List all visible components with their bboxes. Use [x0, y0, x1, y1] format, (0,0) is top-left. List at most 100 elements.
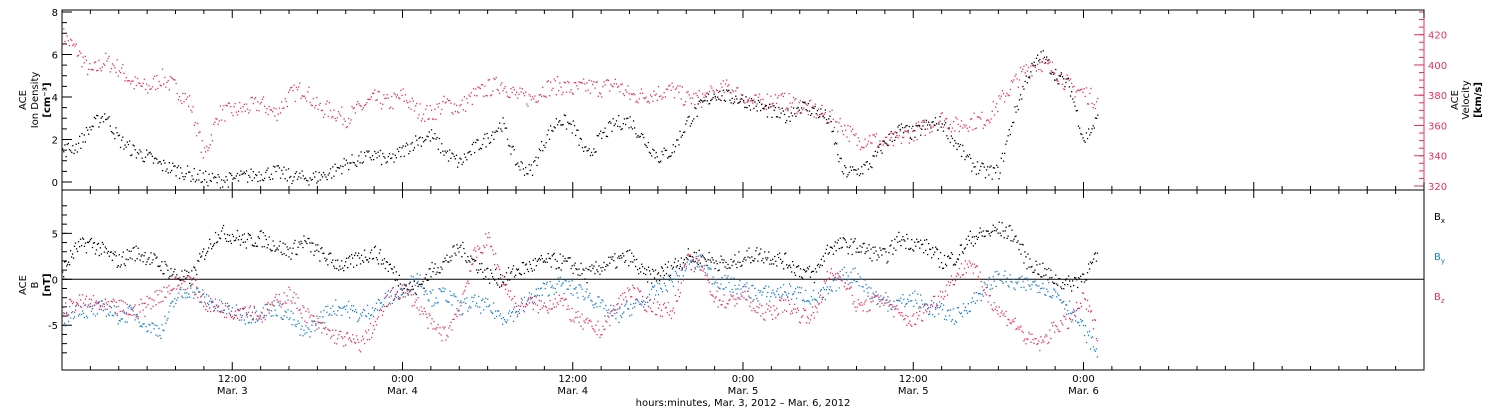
data-point-bx	[145, 264, 146, 265]
data-point-bx	[493, 278, 494, 279]
data-point-bx	[538, 259, 539, 260]
data-point-by	[392, 303, 393, 304]
data-point-ion-density	[267, 168, 268, 169]
data-point-bx	[928, 243, 929, 244]
data-point-by	[941, 303, 942, 304]
data-point-by	[967, 313, 968, 314]
data-point-bz	[668, 302, 669, 303]
data-point-velocity	[1031, 75, 1032, 76]
data-point-bx	[462, 242, 463, 243]
data-point-bx	[1066, 278, 1067, 279]
data-point-ion-density	[437, 137, 438, 138]
data-point-bz	[658, 308, 659, 309]
data-point-bz	[766, 303, 767, 304]
data-point-bz	[394, 299, 395, 300]
data-point-bz	[295, 294, 296, 295]
data-point-bz	[304, 321, 305, 322]
data-point-bx	[1027, 253, 1028, 254]
data-point-bx	[385, 268, 386, 269]
data-point-bz	[789, 304, 790, 305]
data-point-bz	[467, 281, 468, 282]
data-point-velocity	[542, 87, 543, 88]
data-point-velocity	[676, 87, 677, 88]
data-point-ion-density	[782, 108, 783, 109]
data-point-bz	[126, 314, 127, 315]
data-point-bx	[716, 260, 717, 261]
data-point-ion-density	[678, 144, 679, 145]
data-point-bz	[632, 285, 633, 286]
data-point-bz	[468, 283, 469, 284]
data-point-bz	[664, 303, 665, 304]
data-point-bx	[995, 227, 996, 228]
data-point-velocity	[300, 98, 301, 99]
data-point-by	[103, 310, 104, 311]
data-point-bz	[479, 247, 480, 248]
data-point-bz	[641, 304, 642, 305]
data-point-ion-density	[555, 127, 556, 128]
data-point-bz	[570, 319, 571, 320]
data-point-by	[286, 312, 287, 313]
data-point-ion-density	[348, 169, 349, 170]
data-point-bz	[322, 322, 323, 323]
data-point-bx	[598, 265, 599, 266]
data-point-by	[429, 300, 430, 301]
data-point-velocity	[189, 95, 190, 96]
data-point-by	[943, 305, 944, 306]
data-point-bx	[1016, 242, 1017, 243]
data-point-bx	[930, 249, 931, 250]
data-point-bz	[163, 287, 164, 288]
data-point-velocity	[414, 110, 415, 111]
data-point-ion-density	[673, 144, 674, 145]
data-point-bz	[352, 334, 353, 335]
data-point-by	[995, 271, 996, 272]
data-point-velocity	[531, 99, 532, 100]
data-point-by	[546, 284, 547, 285]
data-point-velocity	[138, 82, 139, 83]
data-point-bz	[493, 254, 494, 255]
data-point-bz	[94, 304, 95, 305]
data-point-by	[893, 301, 894, 302]
data-point-ion-density	[398, 151, 399, 152]
data-point-bx	[309, 242, 310, 243]
data-point-bz	[419, 309, 420, 310]
data-point-ion-density	[1060, 76, 1061, 77]
data-point-ion-density	[843, 173, 844, 174]
data-point-bx	[400, 283, 401, 284]
data-point-ion-density	[963, 151, 964, 152]
data-point-bx	[463, 248, 464, 249]
data-point-by	[968, 303, 969, 304]
data-point-ion-density	[339, 168, 340, 169]
data-point-by	[745, 286, 746, 287]
data-point-bx	[282, 254, 283, 255]
data-point-bx	[661, 266, 662, 267]
data-point-velocity	[801, 112, 802, 113]
data-point-velocity	[781, 94, 782, 95]
data-point-by	[1076, 310, 1077, 311]
data-point-bz	[566, 298, 567, 299]
data-point-bz	[735, 299, 736, 300]
data-point-bz	[205, 309, 206, 310]
data-point-bz	[146, 296, 147, 297]
data-point-bx	[782, 261, 783, 262]
data-point-by	[645, 302, 646, 303]
velocity-tick-label: 360	[1428, 121, 1447, 132]
data-point-velocity	[120, 72, 121, 73]
data-point-ion-density	[894, 140, 895, 141]
data-point-by	[292, 313, 293, 314]
data-point-bz	[830, 272, 831, 273]
data-point-ion-density	[237, 173, 238, 174]
data-point-velocity	[443, 96, 444, 97]
data-point-bx	[1033, 272, 1034, 273]
data-point-velocity	[202, 140, 203, 141]
data-point-velocity	[283, 107, 284, 108]
data-point-ion-density	[888, 134, 889, 135]
data-point-velocity	[595, 82, 596, 83]
data-point-velocity	[236, 112, 237, 113]
data-point-bx	[567, 261, 568, 262]
data-point-bx	[475, 260, 476, 261]
data-point-bx	[181, 270, 182, 271]
data-point-bx	[787, 267, 788, 268]
data-point-bx	[878, 257, 879, 258]
data-point-velocity	[380, 103, 381, 104]
data-point-velocity	[325, 103, 326, 104]
